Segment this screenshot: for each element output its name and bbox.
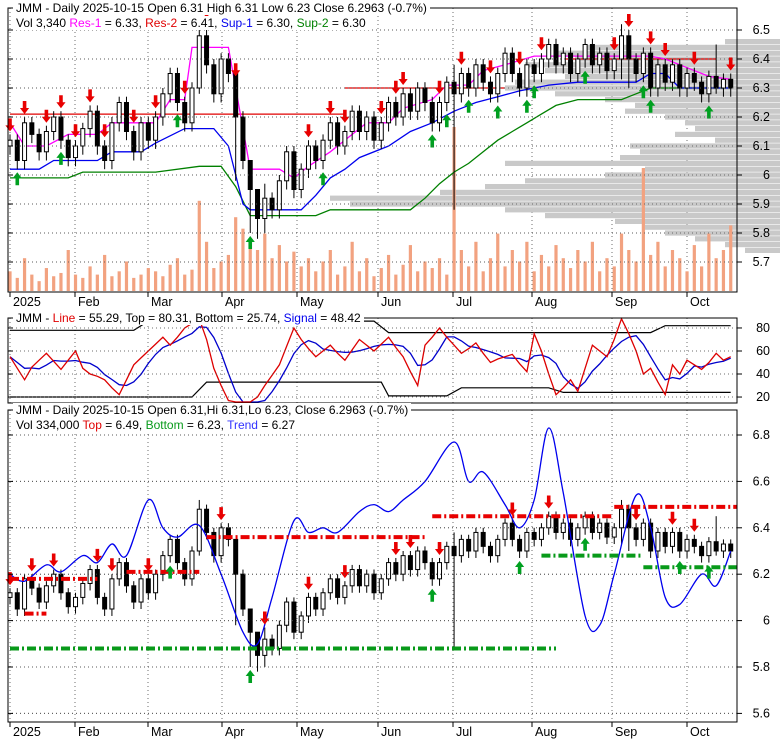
legend-part: = 6.23, [183,418,228,432]
svg-text:Oct: Oct [690,725,710,739]
panel1-title: JMM - Daily 2025-10-15 Open 6.31 High 6.… [13,1,430,15]
svg-text:Aug: Aug [535,725,557,739]
panel2-title: JMM - Line = 55.29, Top = 80.31, Bottom … [13,311,364,325]
svg-text:6.2: 6.2 [753,110,770,124]
legend-part: = 6.27 [257,418,296,432]
svg-text:Feb: Feb [78,295,100,309]
svg-text:6.4: 6.4 [753,52,770,66]
svg-text:Aug: Aug [535,295,557,309]
legend-part: = 6.30, [252,16,297,30]
legend-part: = 6.33, [101,16,146,30]
svg-text:Oct: Oct [690,295,710,309]
svg-text:May: May [300,725,324,739]
legend-part: Res-1 [69,16,102,30]
legend-part: Vol 3,340 [16,16,70,30]
svg-text:5.8: 5.8 [753,660,770,674]
legend-part: Sup-1 [220,16,253,30]
svg-text:6.5: 6.5 [753,23,770,37]
svg-text:20: 20 [756,390,770,404]
legend-part: = 6.30 [328,16,366,30]
svg-text:5.7: 5.7 [753,255,770,269]
svg-text:Sep: Sep [615,295,637,309]
panel3-title-text: JMM - Daily 2025-10-15 Open 6.31,Hi 6.31… [16,403,409,417]
svg-text:Sep: Sep [615,725,637,739]
svg-text:6.8: 6.8 [753,428,770,442]
svg-text:Apr: Apr [225,725,244,739]
legend-part: = 55.29, Top = 80.31, Bottom = 25.74, [75,311,284,325]
panel3-legend: Vol 334,000 Top = 6.49, Bottom = 6.23, T… [13,418,299,432]
legend-part: = 48.42 [316,311,361,325]
svg-text:40: 40 [756,367,770,381]
svg-text:Jun: Jun [381,295,401,309]
svg-text:5.9: 5.9 [753,197,770,211]
svg-text:6.3: 6.3 [753,81,770,95]
legend-part: Line [52,311,76,325]
svg-text:6.6: 6.6 [753,474,770,488]
legend-part: JMM - [16,311,53,325]
svg-text:May: May [300,295,324,309]
svg-text:60: 60 [756,344,770,358]
legend-part: Res-2 [145,16,178,30]
legend-part: = 6.41, [177,16,221,30]
svg-text:Mar: Mar [151,295,173,309]
svg-text:5.8: 5.8 [753,226,770,240]
panel1-title-text: JMM - Daily 2025-10-15 Open 6.31 High 6.… [16,1,427,15]
panel3-title: JMM - Daily 2025-10-15 Open 6.31,Hi 6.31… [13,403,412,417]
svg-text:Mar: Mar [151,725,173,739]
svg-text:Jul: Jul [456,725,472,739]
legend-part: Trend [227,418,258,432]
legend-part: = 6.49, [101,418,146,432]
legend-part: Bottom [145,418,184,432]
svg-text:6.4: 6.4 [753,521,770,535]
svg-text:6.1: 6.1 [753,139,770,153]
svg-text:6: 6 [763,168,770,182]
legend-part: Signal [283,311,317,325]
panel1-legend: Vol 3,340 Res-1 = 6.33, Res-2 = 6.41, Su… [13,16,369,30]
svg-text:2025: 2025 [13,295,41,309]
svg-text:Jul: Jul [456,295,472,309]
svg-text:Apr: Apr [225,295,244,309]
svg-text:6.2: 6.2 [753,567,770,581]
svg-text:5.6: 5.6 [753,706,770,720]
svg-text:Feb: Feb [78,725,100,739]
svg-text:2025: 2025 [13,725,41,739]
svg-text:Jun: Jun [381,725,401,739]
svg-text:80: 80 [756,321,770,335]
legend-part: Vol 334,000 [16,418,83,432]
legend-part: Sup-2 [296,16,329,30]
legend-part: Top [82,418,102,432]
svg-text:6: 6 [763,614,770,628]
